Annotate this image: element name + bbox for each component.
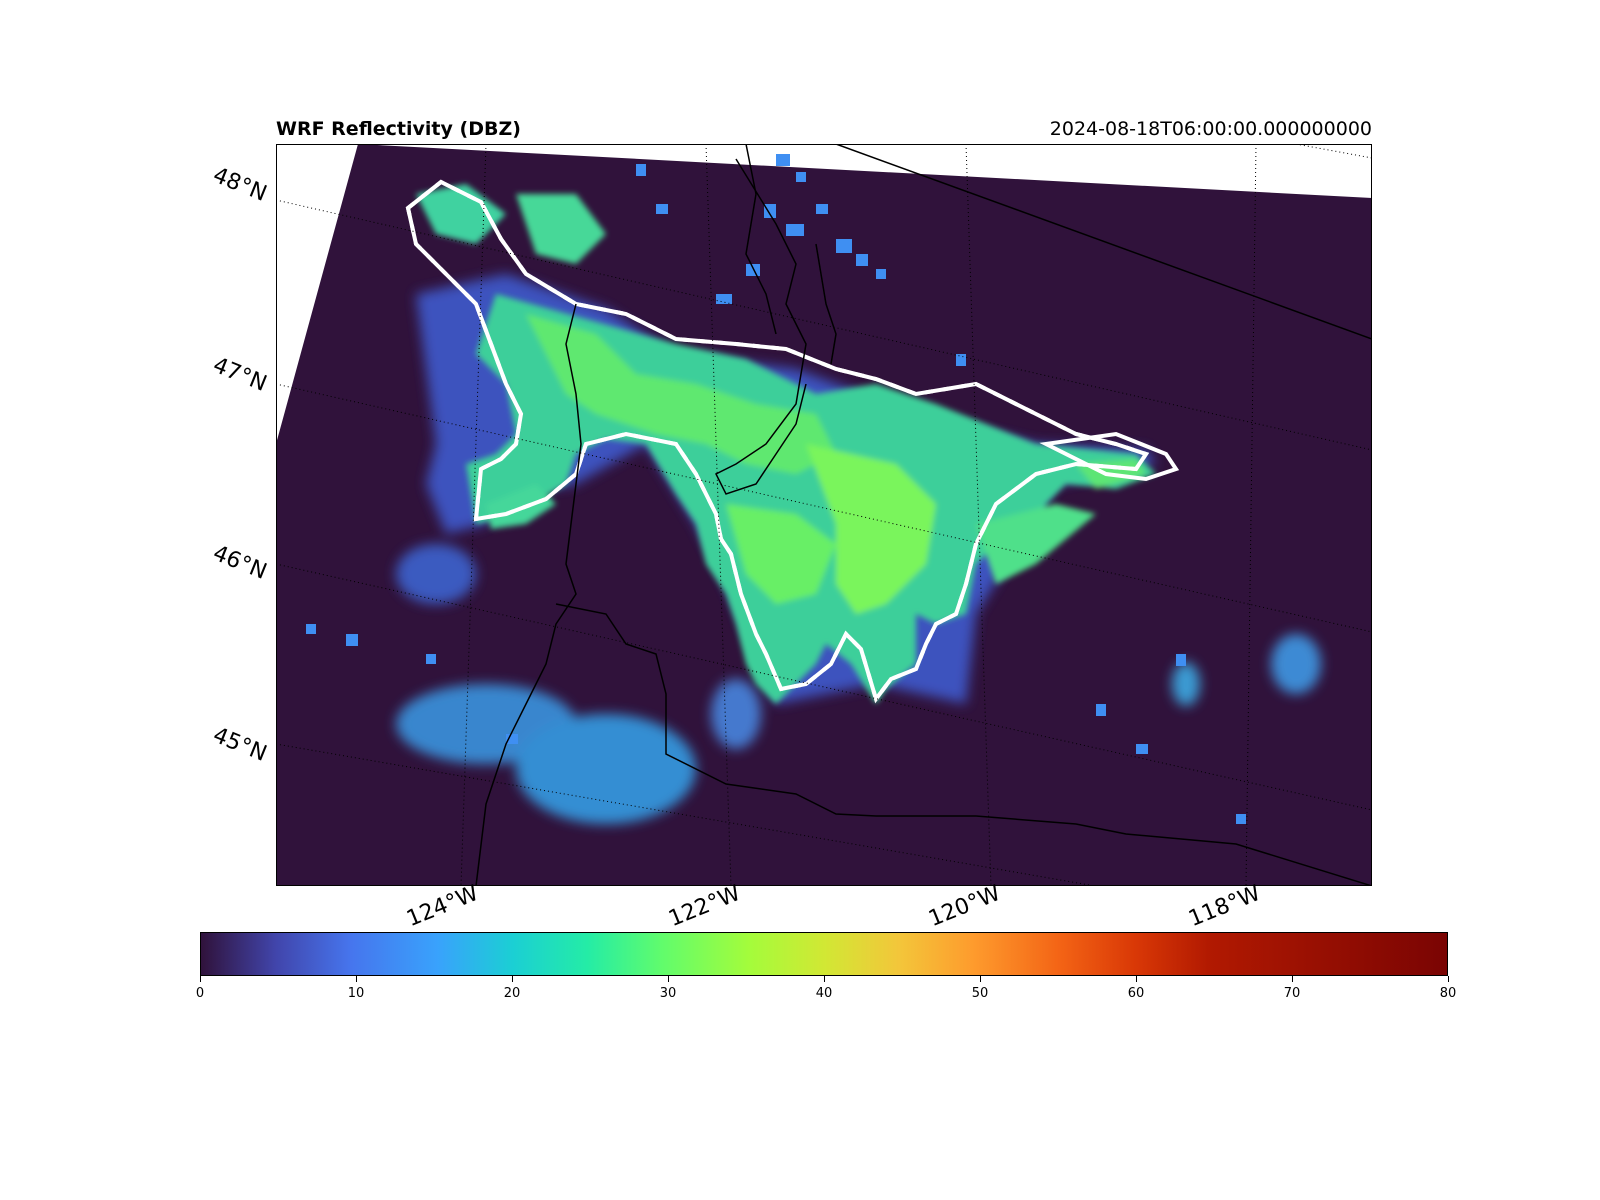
scattered-cells bbox=[306, 154, 1246, 824]
reflectivity-map bbox=[276, 144, 1372, 886]
colorbar-tick-label: 30 bbox=[659, 986, 677, 1001]
threshold-contour bbox=[405, 179, 1180, 704]
map-timestamp: 2024-08-18T06:00:00.000000000 bbox=[1049, 118, 1372, 140]
colorbar-tick-mark bbox=[1448, 976, 1449, 982]
colorbar-tick-label: 80 bbox=[1439, 986, 1457, 1001]
colorbar-tick-label: 50 bbox=[971, 986, 989, 1001]
lat-label-48: 48°N bbox=[209, 162, 271, 207]
coastline-borders bbox=[475, 144, 1372, 886]
map-title: WRF Reflectivity (DBZ) bbox=[276, 118, 521, 140]
colorbar-tick-mark bbox=[1136, 976, 1137, 982]
colorbar-tick-label: 70 bbox=[1283, 986, 1301, 1001]
colorbar-tick-label: 10 bbox=[347, 986, 365, 1001]
colorbar-tick-mark bbox=[512, 976, 513, 982]
lon-label-122: 122°W bbox=[665, 880, 744, 933]
colorbar-tick-mark bbox=[356, 976, 357, 982]
lat-label-45: 45°N bbox=[209, 722, 271, 767]
colorbar-tick-mark bbox=[668, 976, 669, 982]
colorbar-tick-mark bbox=[824, 976, 825, 982]
colorbar-tick-mark bbox=[200, 976, 201, 982]
lon-label-118: 118°W bbox=[1185, 880, 1264, 933]
colorbar-tick-label: 40 bbox=[815, 986, 833, 1001]
colorbar-tick-label: 0 bbox=[195, 986, 205, 1001]
lon-label-120: 120°W bbox=[925, 880, 1004, 933]
lat-label-47: 47°N bbox=[209, 352, 271, 397]
colorbar bbox=[200, 932, 1448, 976]
graticule bbox=[276, 144, 1372, 886]
colorbar-tick-label: 60 bbox=[1127, 986, 1145, 1001]
colorbar-tick-mark bbox=[980, 976, 981, 982]
lat-label-46: 46°N bbox=[209, 540, 271, 585]
colorbar-tick-label: 20 bbox=[503, 986, 521, 1001]
colorbar-tick-mark bbox=[1292, 976, 1293, 982]
lon-label-124: 124°W bbox=[403, 880, 482, 933]
